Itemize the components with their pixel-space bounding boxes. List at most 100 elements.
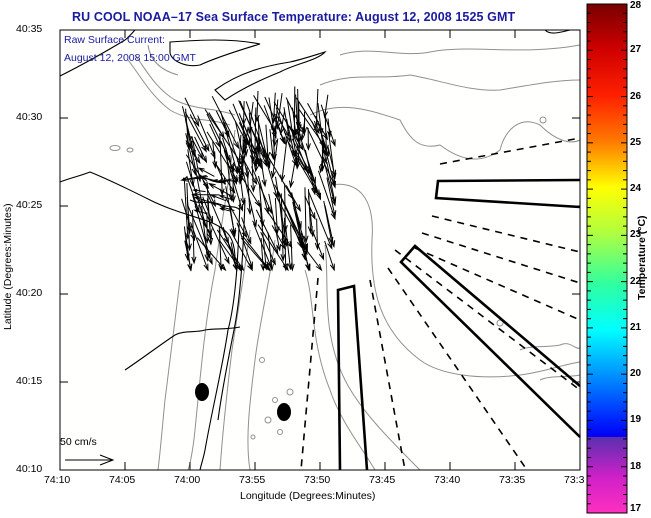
current-vector <box>314 218 320 251</box>
x-axis-ticks <box>124 30 516 470</box>
current-vector <box>257 175 270 215</box>
x-tick-label: 73:35 <box>499 474 526 486</box>
current-vector <box>192 188 206 193</box>
annotation-line1: Raw Surface Current: <box>64 34 165 46</box>
current-vector <box>199 200 230 265</box>
current-vector <box>271 92 277 124</box>
current-vector <box>275 93 283 131</box>
current-vector <box>257 117 263 167</box>
current-vector <box>211 95 240 150</box>
y-tick-label: 40:35 <box>16 23 43 35</box>
colorbar-tick-label: 17 <box>630 503 642 514</box>
current-vector <box>307 102 329 141</box>
current-vector <box>292 201 307 261</box>
current-vector <box>285 226 293 271</box>
current-vector <box>307 190 333 250</box>
current-vector <box>219 134 225 197</box>
colorbar-tick-label: 22 <box>630 275 642 287</box>
current-vector <box>258 138 279 199</box>
chart-title: RU COOL NOAA–17 Sea Surface Temperature:… <box>72 10 516 24</box>
y-tick-label: 40:30 <box>16 111 43 123</box>
current-vector <box>267 232 274 272</box>
current-vector <box>318 142 325 174</box>
current-vector <box>208 182 233 197</box>
surface-current-vectors <box>180 86 337 272</box>
colorbar-tick-label: 21 <box>630 321 642 333</box>
bathymetry-contours <box>109 44 581 471</box>
transect-polygons <box>336 178 581 471</box>
y-axis-ticks <box>60 117 580 383</box>
current-vector <box>280 138 288 183</box>
y-tick-label: 40:15 <box>16 375 43 387</box>
current-vector <box>180 175 207 182</box>
current-vector <box>323 114 329 153</box>
current-vector <box>189 114 210 152</box>
current-vector <box>326 118 332 139</box>
colorbar-tick-label: 28 <box>630 0 642 11</box>
colorbar-tick-label: 25 <box>630 136 642 148</box>
current-vector <box>326 161 337 205</box>
current-vector <box>234 121 250 180</box>
colorbar-ticks <box>587 3 627 505</box>
current-vector <box>213 160 236 194</box>
station-marker <box>195 383 209 401</box>
current-vector <box>295 88 301 130</box>
y-tick-label: 40:20 <box>16 287 43 299</box>
colorbar-tick-label: 27 <box>630 44 642 56</box>
x-tick-label: 73:55 <box>239 474 266 486</box>
current-vector <box>225 186 236 236</box>
current-vector <box>241 164 258 228</box>
scale-arrow-label: 50 cm/s <box>60 436 97 448</box>
current-vector <box>185 133 197 176</box>
current-vector <box>297 131 316 185</box>
colorbar-tick-label: 24 <box>630 183 642 195</box>
current-vector <box>271 225 287 251</box>
current-vector <box>279 111 285 136</box>
colorbar-tick-label: 23 <box>630 229 642 241</box>
current-vector <box>295 97 320 135</box>
current-vector <box>291 86 297 137</box>
current-vector <box>193 196 222 207</box>
current-vector <box>269 129 276 160</box>
current-vector <box>289 143 299 189</box>
current-vector <box>295 150 321 198</box>
current-vector <box>219 207 232 212</box>
colorbar-tick-label: 18 <box>630 460 642 472</box>
current-vector <box>184 97 200 128</box>
current-vector <box>218 225 224 272</box>
current-vector <box>268 97 276 134</box>
current-vector <box>264 96 287 146</box>
current-vector <box>238 137 246 183</box>
current-vector <box>303 187 309 244</box>
current-vector <box>324 240 335 272</box>
current-vector <box>270 138 279 179</box>
colorbar-tick-label: 20 <box>630 368 642 380</box>
current-vector <box>248 112 255 163</box>
current-vector <box>283 217 289 272</box>
current-vector <box>306 126 336 188</box>
current-vector <box>295 94 301 144</box>
current-vector <box>307 195 315 238</box>
current-vector <box>313 89 320 129</box>
current-vector <box>285 185 302 213</box>
current-vector <box>322 94 329 119</box>
current-vector <box>300 120 306 142</box>
current-vector <box>186 197 192 234</box>
x-tick-label: 73:40 <box>434 474 461 486</box>
y-axis-title: Latitude (Degrees:Minutes) <box>2 203 14 330</box>
station-marker <box>277 403 291 421</box>
current-vector <box>280 193 286 262</box>
current-vector <box>194 136 208 164</box>
current-vector <box>258 183 265 228</box>
colorbar <box>586 3 628 514</box>
arrow-right-icon <box>99 454 115 466</box>
x-tick-label: 74:00 <box>174 474 201 486</box>
current-vector <box>181 106 196 158</box>
y-tick-label: 40:25 <box>16 199 43 211</box>
annotation-line2: August 12, 2008 15:00 GMT <box>64 52 196 64</box>
current-vector <box>191 192 220 198</box>
scale-arrow <box>65 454 115 466</box>
current-vector <box>193 209 207 215</box>
current-vector <box>317 170 336 221</box>
current-vector <box>208 195 230 245</box>
